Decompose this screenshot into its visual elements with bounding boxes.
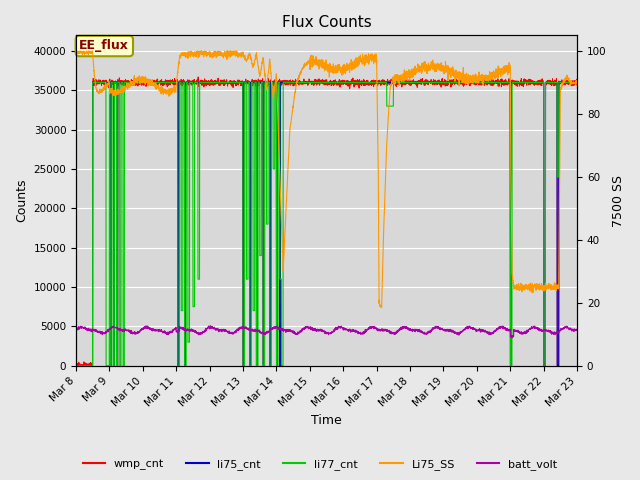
batt_volt bbox=[207, 323, 214, 329]
Line: li75_cnt: li75_cnt bbox=[76, 83, 577, 366]
Li75_SS bbox=[159, 89, 167, 95]
Title: Flux Counts: Flux Counts bbox=[282, 15, 371, 30]
Li75_SS bbox=[378, 304, 385, 310]
Li75_SS bbox=[573, 78, 581, 84]
li75_cnt bbox=[129, 80, 137, 85]
batt_volt bbox=[509, 335, 516, 341]
batt_volt bbox=[129, 330, 137, 336]
li77_cnt bbox=[264, 80, 272, 85]
li75_cnt bbox=[72, 363, 80, 369]
batt_volt bbox=[159, 329, 167, 335]
batt_volt bbox=[573, 327, 581, 333]
li77_cnt bbox=[129, 80, 137, 85]
batt_volt bbox=[510, 334, 518, 339]
li77_cnt bbox=[286, 80, 294, 85]
li77_cnt bbox=[89, 80, 97, 85]
Line: li77_cnt: li77_cnt bbox=[76, 83, 577, 366]
li77_cnt bbox=[509, 80, 517, 85]
li75_cnt bbox=[509, 80, 517, 85]
Li75_SS bbox=[510, 283, 518, 288]
Li75_SS bbox=[72, 51, 80, 57]
wmp_cnt bbox=[573, 82, 581, 88]
Text: EE_flux: EE_flux bbox=[79, 39, 129, 52]
batt_volt bbox=[72, 328, 80, 334]
Line: batt_volt: batt_volt bbox=[76, 326, 577, 338]
wmp_cnt bbox=[510, 79, 518, 84]
wmp_cnt bbox=[564, 81, 572, 87]
li75_cnt bbox=[564, 80, 572, 85]
wmp_cnt bbox=[195, 74, 202, 80]
wmp_cnt bbox=[286, 80, 294, 86]
batt_volt bbox=[264, 329, 272, 335]
li77_cnt bbox=[72, 363, 80, 369]
li77_cnt bbox=[564, 80, 572, 85]
Y-axis label: Counts: Counts bbox=[15, 179, 28, 222]
li75_cnt bbox=[264, 80, 272, 85]
Li75_SS bbox=[129, 79, 137, 84]
wmp_cnt bbox=[129, 80, 137, 86]
li75_cnt bbox=[89, 80, 97, 85]
Line: Li75_SS: Li75_SS bbox=[76, 51, 577, 307]
li77_cnt bbox=[159, 80, 167, 85]
Li75_SS bbox=[73, 48, 81, 54]
Li75_SS bbox=[264, 71, 272, 77]
li75_cnt bbox=[159, 80, 167, 85]
Y-axis label: 7500 SS: 7500 SS bbox=[612, 175, 625, 227]
X-axis label: Time: Time bbox=[311, 414, 342, 427]
li75_cnt bbox=[573, 80, 581, 85]
Legend: wmp_cnt, li75_cnt, li77_cnt, Li75_SS, batt_volt: wmp_cnt, li75_cnt, li77_cnt, Li75_SS, ba… bbox=[78, 455, 562, 474]
wmp_cnt bbox=[159, 81, 167, 86]
li77_cnt bbox=[573, 80, 581, 85]
wmp_cnt bbox=[265, 79, 273, 84]
wmp_cnt bbox=[77, 367, 85, 373]
Li75_SS bbox=[564, 74, 572, 80]
Line: wmp_cnt: wmp_cnt bbox=[76, 77, 577, 370]
li75_cnt bbox=[286, 80, 294, 85]
batt_volt bbox=[286, 328, 294, 334]
wmp_cnt bbox=[72, 364, 80, 370]
Li75_SS bbox=[286, 125, 294, 131]
batt_volt bbox=[564, 324, 572, 329]
